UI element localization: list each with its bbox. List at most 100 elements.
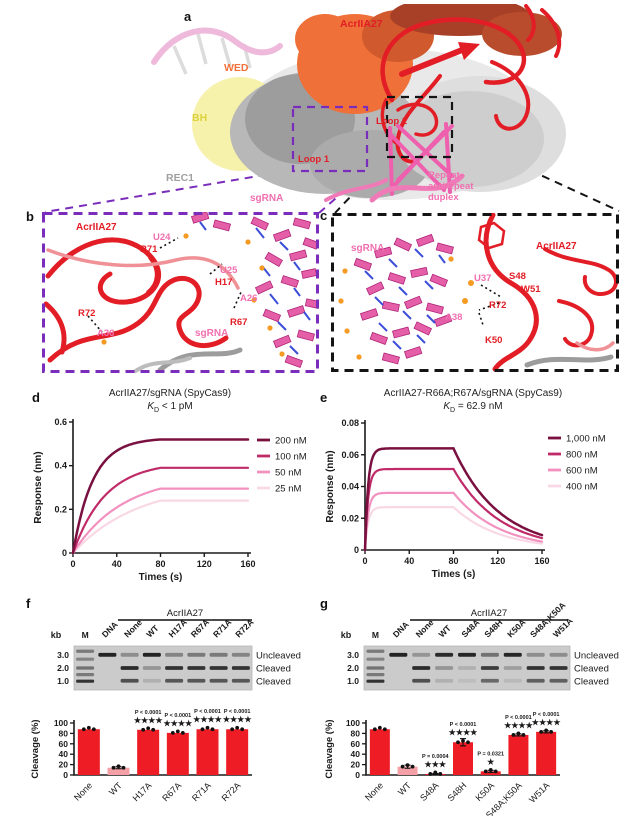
gel-band <box>503 678 522 683</box>
bli-sensorgram-mutant: 0 40 80 120 160 0 0.02 0.04 0.06 0.08 Times (s) Res… <box>325 418 606 580</box>
x-axis-label: Times (s) <box>432 569 476 580</box>
hydrogen-bond-dots <box>87 237 243 333</box>
gel-band <box>389 652 408 657</box>
gel-band <box>142 666 161 670</box>
x-tick-label: 160 <box>534 556 549 566</box>
gel-band <box>412 666 431 670</box>
gel-band <box>526 652 545 657</box>
panel-g-cleavage-loop2-mutants: g M DNA None WT S48A S48H K50A S48A;K50A W51A kb 3… <box>318 596 636 816</box>
data-point <box>116 764 121 769</box>
data-point <box>205 725 210 730</box>
sgrna-nucleotides <box>338 233 474 365</box>
data-point <box>111 765 116 770</box>
series-curve-1000nM <box>363 447 544 552</box>
data-point <box>428 772 433 776</box>
ladder-band <box>76 666 95 670</box>
y-tick-label: 60 <box>351 739 361 749</box>
ladder-band <box>76 657 95 661</box>
p-value: P < 0.0001 <box>450 722 477 728</box>
label-rec1: REC1 <box>166 172 195 184</box>
data-point <box>382 727 387 732</box>
y-tick-label: 40 <box>351 749 361 759</box>
data-point <box>121 765 126 770</box>
kb-label: kb <box>341 630 352 640</box>
label-acriia27: AcrIIA27 <box>536 241 577 252</box>
y-tick-label: 20 <box>59 760 69 770</box>
acriia27-ribbon <box>380 4 562 164</box>
panel-b-border <box>42 212 319 373</box>
p-value: P < 0.0001 <box>505 715 532 721</box>
legend-label: 400 nM <box>566 482 598 493</box>
lane-label-M: M <box>82 630 89 640</box>
ladder-band <box>366 657 385 661</box>
label-u25: U25 <box>220 265 238 276</box>
band-identity-label: Uncleaved <box>256 650 301 661</box>
x-tick-label: 160 <box>240 559 255 569</box>
significance-stars: ★★★★ <box>532 718 562 727</box>
label-r72: R72 <box>78 308 96 319</box>
gel-band <box>142 678 161 683</box>
gel-band <box>480 666 499 670</box>
kb-mark: 1.0 <box>57 676 69 686</box>
label-loop2: Loop 2 <box>376 116 408 127</box>
label-duplex-line2: antirepeat <box>428 181 474 192</box>
panel-b-letter: b <box>26 209 34 224</box>
band-identity-label: Cleaved <box>574 676 609 687</box>
gel-band <box>503 666 522 670</box>
p-value: P = 0.0004 <box>422 754 450 760</box>
data-point <box>81 727 86 732</box>
gel-band <box>435 666 454 670</box>
data-point <box>511 733 516 737</box>
label-a38: A38 <box>445 312 463 323</box>
gel-band <box>231 652 250 657</box>
data-point <box>230 727 235 732</box>
chart-e-kd: KD = 62.9 nM <box>328 401 618 414</box>
panel-c-loop2-closeup: sgRNA AcrIIA27 U37 S48 W51 R72 A38 K50 <box>331 213 619 372</box>
label-u37: U37 <box>474 273 492 284</box>
gel-band <box>187 666 206 670</box>
gel-band <box>549 652 568 657</box>
panel-c-border <box>331 213 619 372</box>
gel-band <box>458 652 476 657</box>
p-value: P < 0.0001 <box>194 709 221 715</box>
p-value: P = 0.0321 <box>477 751 504 757</box>
data-point <box>483 769 488 774</box>
panel-a-structure-overview: a <box>140 4 570 208</box>
band-identity-label: Cleaved <box>256 664 291 675</box>
kb-mark: 3.0 <box>57 650 69 660</box>
band-identity-label: Cleaved <box>256 676 291 687</box>
label-duplex-line3: duplex <box>428 192 459 203</box>
gel-band <box>187 652 206 657</box>
data-point <box>372 727 377 732</box>
structure-overview-art <box>151 4 566 203</box>
data-point <box>461 738 465 743</box>
legend-label: 25 nM <box>275 484 301 495</box>
kb-mark: 1.0 <box>347 676 359 686</box>
significance-stars: ★★★★ <box>449 728 479 737</box>
kb-mark: 2.0 <box>347 663 359 673</box>
data-point <box>544 728 549 733</box>
ladder-band <box>76 673 95 677</box>
gel-band <box>549 666 568 670</box>
label-loop1: Loop 1 <box>298 154 330 165</box>
data-point <box>438 772 443 776</box>
y-tick-label: 80 <box>59 728 69 738</box>
y-tick-label: 0.4 <box>54 461 67 471</box>
label-r67: R67 <box>230 317 248 328</box>
significance-stars: ★★★★ <box>134 716 164 725</box>
significance-stars: ★★★★ <box>193 715 223 724</box>
label-acriia27: AcrIIA27 <box>76 222 117 233</box>
kd-subscript: D <box>450 407 456 414</box>
kd-value: < 1 pM <box>161 401 193 412</box>
p-value: P < 0.0001 <box>164 713 191 719</box>
gel-band <box>231 678 250 683</box>
y-tick-label: 0.04 <box>341 482 359 492</box>
label-wed: WED <box>224 62 249 74</box>
gel-band <box>209 666 228 670</box>
chart-d-kd: KD < 1 pM <box>60 401 280 414</box>
bar-None <box>77 729 100 775</box>
gel-band <box>458 666 476 670</box>
y-tick-label: 20 <box>351 760 361 770</box>
series-curve-400nM <box>363 505 544 552</box>
kb-label: kb <box>51 630 62 640</box>
